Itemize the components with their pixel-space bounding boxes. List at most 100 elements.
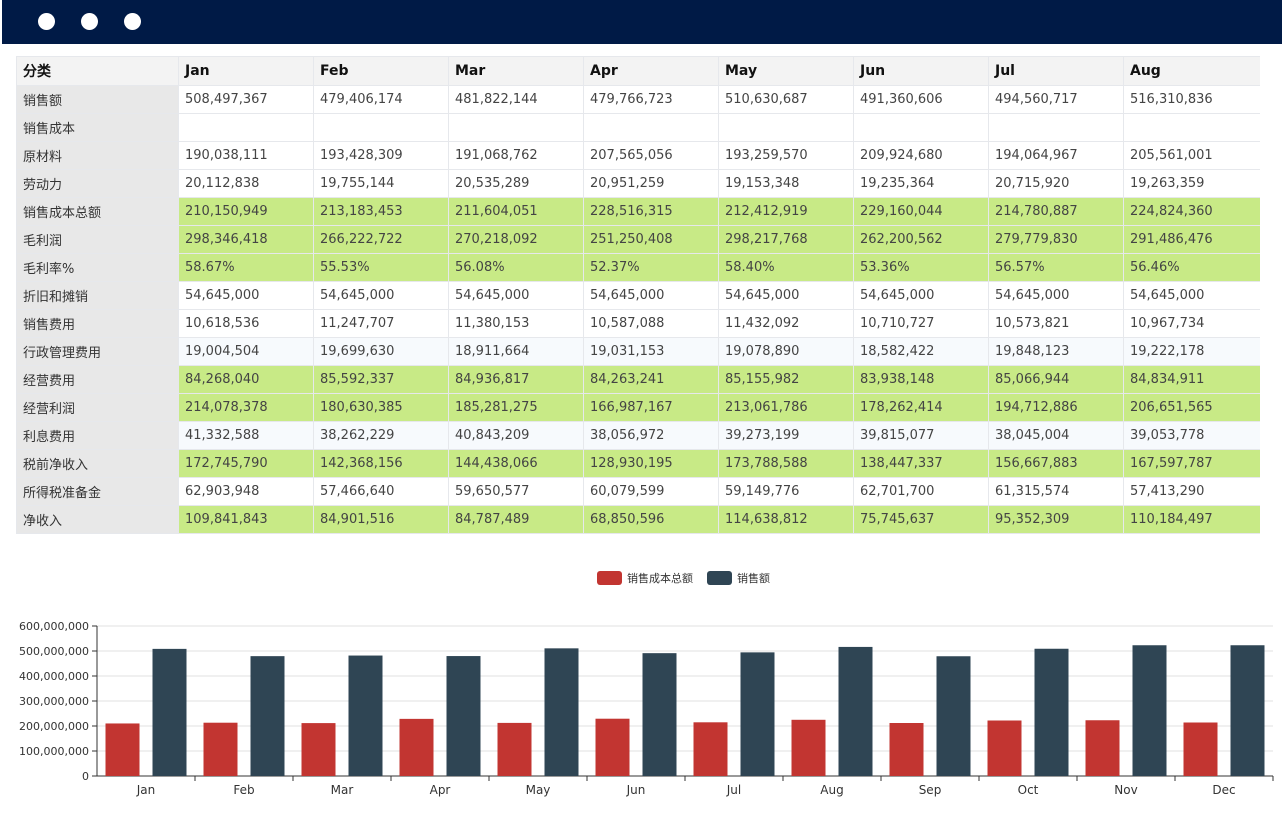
table-row: 销售费用 10,618,536 11,247,707 11,380,153 10,587… (16, 309, 1260, 338)
table-cell: 185,281,275 (448, 393, 584, 422)
table-cell: 173,788,588 (718, 449, 854, 478)
x-tick-label: Sep (919, 783, 942, 797)
bar-oct-series-1[interactable] (1034, 648, 1069, 776)
table-row: 原材料 190,038,111 193,428,309 191,068,762 207,… (16, 141, 1260, 170)
bar-feb-series-1[interactable] (250, 656, 285, 776)
bar-nov-series-0[interactable] (1085, 720, 1120, 776)
window-titlebar (2, 0, 1282, 44)
x-tick-label: Aug (820, 783, 843, 797)
table-cell: 190,038,111 (178, 141, 314, 170)
table-cell: 85,592,337 (313, 365, 449, 394)
table-cell: 138,447,337 (853, 449, 989, 478)
table-cell: 38,045,004 (988, 421, 1124, 450)
row-category-label: 行政管理费用 (16, 337, 179, 366)
table-cell: 11,380,153 (448, 309, 584, 338)
x-tick-label: Mar (331, 783, 354, 797)
table-cell: 205,561,001 (1123, 141, 1260, 170)
bar-aug-series-1[interactable] (838, 646, 873, 776)
table-cell: 114,638,812 (718, 505, 854, 534)
bar-aug-series-0[interactable] (791, 719, 826, 776)
table-cell (313, 113, 449, 142)
table-cell: 58.67% (178, 253, 314, 282)
table-cell (583, 113, 719, 142)
table-cell: 19,263,359 (1123, 169, 1260, 198)
bar-may-series-0[interactable] (497, 722, 532, 776)
table-cell: 266,222,722 (313, 225, 449, 254)
bar-jul-series-0[interactable] (693, 722, 728, 776)
bar-oct-series-0[interactable] (987, 720, 1022, 777)
table-cell: 19,755,144 (313, 169, 449, 198)
table-row: 税前净收入 172,745,790 142,368,156 144,438,066 12… (16, 449, 1260, 478)
header-month[interactable]: May (718, 56, 854, 86)
legend-label[interactable]: 销售额 (737, 571, 770, 585)
table-cell: 52.37% (583, 253, 719, 282)
bar-jun-series-0[interactable] (595, 718, 630, 776)
table-cell: 298,217,768 (718, 225, 854, 254)
table-cell: 54,645,000 (448, 281, 584, 310)
header-month[interactable]: Aug (1123, 56, 1260, 86)
bar-sep-series-0[interactable] (889, 723, 924, 776)
table-cell: 156,667,883 (988, 449, 1124, 478)
close-dot[interactable] (38, 13, 55, 30)
table-cell: 84,263,241 (583, 365, 719, 394)
table-cell: 61,315,574 (988, 477, 1124, 506)
bar-feb-series-0[interactable] (203, 722, 238, 776)
row-category-label: 经营利润 (16, 393, 179, 422)
table-cell: 251,250,408 (583, 225, 719, 254)
table-cell: 84,787,489 (448, 505, 584, 534)
table-cell: 62,701,700 (853, 477, 989, 506)
header-month[interactable]: Jan (178, 56, 314, 86)
y-tick-label: 0 (82, 770, 89, 783)
table-cell: 207,565,056 (583, 141, 719, 170)
table-cell: 479,766,723 (583, 85, 719, 114)
table-cell (448, 113, 584, 142)
legend-swatch[interactable] (597, 571, 622, 585)
minimize-dot[interactable] (81, 13, 98, 30)
table-cell: 180,630,385 (313, 393, 449, 422)
table-cell: 68,850,596 (583, 505, 719, 534)
bar-dec-series-0[interactable] (1183, 722, 1218, 777)
table-cell: 19,004,504 (178, 337, 314, 366)
table-cell: 213,061,786 (718, 393, 854, 422)
table-cell: 84,834,911 (1123, 365, 1260, 394)
bar-mar-series-0[interactable] (301, 723, 336, 776)
bar-jun-series-1[interactable] (642, 653, 677, 776)
bar-jan-series-0[interactable] (105, 723, 140, 776)
bar-jan-series-1[interactable] (152, 648, 187, 776)
table-cell: 39,273,199 (718, 421, 854, 450)
header-month[interactable]: Apr (583, 56, 719, 86)
table-cell: 10,587,088 (583, 309, 719, 338)
table-row: 利息费用 41,332,588 38,262,229 40,843,209 38,056… (16, 421, 1260, 450)
table-cell: 19,699,630 (313, 337, 449, 366)
header-month[interactable]: Jun (853, 56, 989, 86)
header-month[interactable]: Jul (988, 56, 1124, 86)
header-month[interactable]: Mar (448, 56, 584, 86)
maximize-dot[interactable] (124, 13, 141, 30)
table-row: 折旧和摊销 54,645,000 54,645,000 54,645,000 54,64… (16, 281, 1260, 310)
y-tick-label: 200,000,000 (19, 720, 89, 733)
bar-dec-series-1[interactable] (1230, 645, 1265, 776)
table-cell: 54,645,000 (583, 281, 719, 310)
table-cell: 20,715,920 (988, 169, 1124, 198)
table-cell: 38,056,972 (583, 421, 719, 450)
legend-label[interactable]: 销售成本总额 (627, 571, 693, 585)
bar-mar-series-1[interactable] (348, 655, 383, 776)
table-cell: 20,112,838 (178, 169, 314, 198)
row-category-label: 销售额 (16, 85, 179, 114)
bar-nov-series-1[interactable] (1132, 645, 1167, 776)
bar-sep-series-1[interactable] (936, 656, 971, 776)
table-cell: 56.46% (1123, 253, 1260, 282)
bar-apr-series-0[interactable] (399, 718, 434, 776)
y-tick-label: 100,000,000 (19, 745, 89, 758)
table-cell: 212,412,919 (718, 197, 854, 226)
bar-may-series-1[interactable] (544, 648, 579, 776)
table-cell: 229,160,044 (853, 197, 989, 226)
legend-swatch[interactable] (707, 571, 732, 585)
bar-apr-series-1[interactable] (446, 656, 481, 776)
table-cell: 193,428,309 (313, 141, 449, 170)
x-tick-label: Oct (1018, 783, 1039, 797)
header-month[interactable]: Feb (313, 56, 449, 86)
bar-jul-series-1[interactable] (740, 652, 775, 776)
header-category[interactable]: 分类 (16, 56, 179, 86)
x-tick-label: May (526, 783, 551, 797)
